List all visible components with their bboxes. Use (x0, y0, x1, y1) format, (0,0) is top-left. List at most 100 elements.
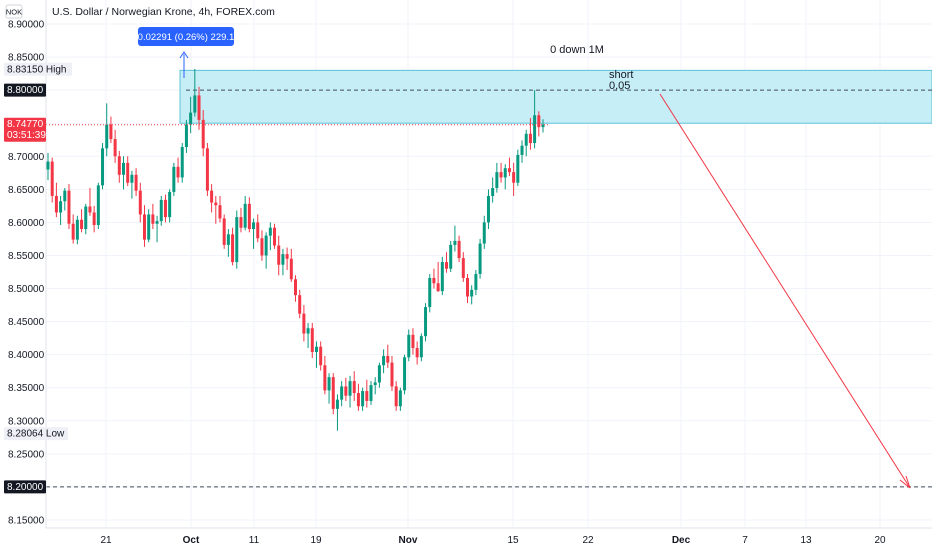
candle (361, 387, 365, 411)
candle (163, 194, 167, 223)
x-tick-label: 13 (800, 535, 812, 546)
x-tick-label: Nov (399, 535, 418, 546)
candle-body (226, 234, 230, 245)
candle-body (54, 195, 58, 213)
y-tick-label: 8.50000 (8, 284, 45, 295)
projection-arrowhead-icon (899, 475, 911, 489)
candle-body (470, 289, 474, 297)
candle-body (424, 307, 428, 337)
candle (205, 143, 209, 196)
candle-body (92, 212, 96, 226)
candle (432, 268, 436, 289)
high-price-label: 8.83150 High (4, 62, 72, 76)
candle (415, 341, 419, 365)
candle-body (310, 328, 314, 353)
y-tick-label: 8.30000 (8, 416, 45, 427)
candle (528, 117, 532, 150)
candle-body (88, 206, 92, 213)
candle (218, 195, 222, 223)
candle (352, 371, 356, 401)
candle-body (507, 168, 511, 173)
level-bottom-price-label-text: 8.20000 (7, 482, 44, 493)
candle-body (75, 219, 79, 240)
candle (193, 68, 197, 117)
candle (411, 328, 415, 355)
projection-line[interactable] (659, 93, 911, 489)
candle (331, 373, 335, 415)
candle (369, 381, 373, 405)
candle-body (243, 203, 247, 228)
candle (59, 195, 63, 226)
candle (247, 197, 251, 233)
candle (382, 349, 386, 374)
y-tick-label: 8.25000 (8, 449, 45, 460)
candle-body (541, 124, 545, 128)
candle-body (180, 147, 184, 178)
candle-body (499, 172, 503, 178)
note-text: 0 down 1M (550, 44, 604, 56)
short-zone-box[interactable] (179, 69, 932, 124)
candle (520, 140, 524, 163)
candle-body (155, 221, 159, 224)
candle-body (193, 95, 197, 113)
candle (46, 152, 50, 181)
candle (180, 143, 184, 183)
candle-body (218, 205, 222, 219)
candle-body (440, 262, 444, 292)
candle (155, 215, 159, 243)
candle-body (465, 277, 469, 297)
candle-body (474, 273, 478, 290)
x-tick-label: 19 (310, 535, 322, 546)
candle (445, 252, 449, 273)
level-top-price-label-text: 8.80000 (7, 85, 44, 96)
candle-body (71, 223, 75, 240)
candle (319, 341, 323, 371)
candle-body (289, 258, 293, 280)
candle-body (528, 133, 532, 144)
candle-body (411, 334, 415, 349)
candle (63, 188, 67, 211)
level-bottom-price-label: 8.20000 (4, 480, 46, 494)
candle (54, 182, 58, 218)
candle (126, 156, 130, 187)
low-price-label: 8.28064 Low (4, 427, 68, 441)
candle (50, 157, 54, 203)
candle-body (361, 391, 365, 407)
candle (113, 129, 117, 163)
current-price-label-text: 8.74770 (7, 119, 44, 130)
candle-body (122, 162, 126, 175)
candle (453, 225, 457, 252)
candle-body (319, 346, 323, 366)
y-tick-label: 8.35000 (8, 383, 45, 394)
symbol-badge (5, 4, 23, 19)
candle-body (130, 174, 134, 183)
candle (524, 129, 528, 157)
candle (67, 184, 71, 230)
candle-body (172, 166, 176, 192)
candle (335, 394, 339, 431)
candle-body (239, 217, 243, 228)
candle-body (503, 168, 507, 178)
candle (159, 195, 163, 226)
y-tick-label: 8.45000 (8, 317, 45, 328)
y-tick-label: 8.55000 (8, 251, 45, 262)
candle (117, 150, 121, 183)
candle-body (352, 381, 356, 394)
candle-body (327, 377, 331, 391)
candle (147, 209, 151, 243)
candle-body (524, 133, 528, 146)
candle (356, 383, 360, 411)
candle (533, 90, 537, 149)
candle-body (134, 174, 138, 191)
candle (373, 377, 377, 395)
candle (201, 109, 205, 157)
y-tick-label: 8.15000 (8, 516, 45, 527)
candle-body (50, 161, 54, 196)
candle-body (113, 139, 117, 157)
candle-body (533, 115, 537, 144)
candle (461, 252, 465, 282)
candle (142, 205, 146, 247)
candle (80, 209, 84, 233)
candle-body (235, 217, 239, 263)
